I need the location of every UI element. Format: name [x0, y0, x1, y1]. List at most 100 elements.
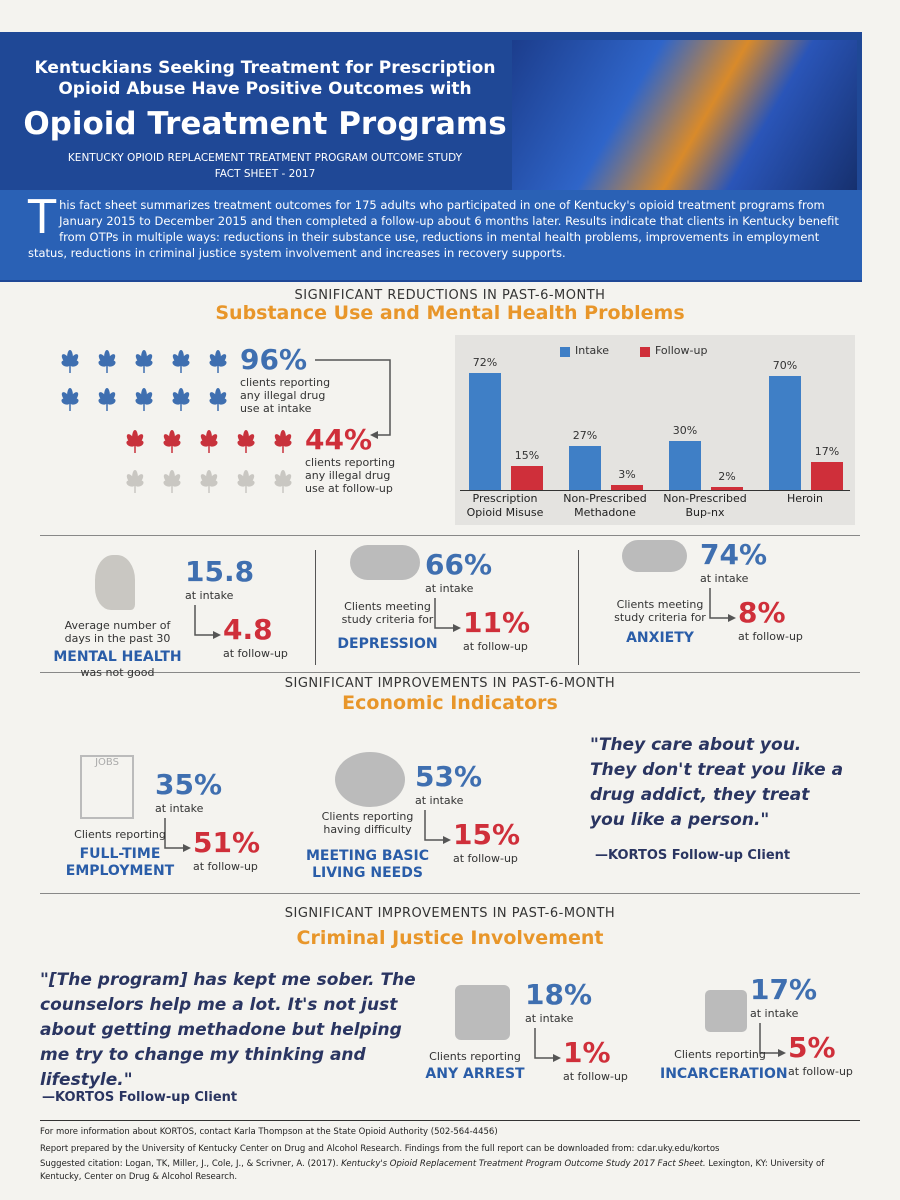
stat: 35% at intake 51% at follow-up Clients repor… [55, 770, 325, 900]
footer: For more information about KORTOS, conta… [40, 1126, 860, 1184]
intake-label: at intake [425, 582, 474, 595]
stat: 74% at intake 8% at follow-up Clients meetin… [600, 540, 870, 670]
stat: 18% at intake 1% at follow-up Clients report… [425, 980, 695, 1110]
leaflet [245, 440, 255, 447]
leaflet [69, 398, 79, 405]
leaf-icon [237, 430, 255, 453]
description: Average number of days in the past 30 [64, 619, 171, 645]
arrow-head [453, 624, 461, 632]
arrow-head [778, 1049, 786, 1057]
arrow-line [164, 818, 185, 849]
leaf-icon [98, 388, 116, 411]
section-heading: Economic Indicators [342, 692, 558, 714]
stat-note: was not good [80, 666, 155, 679]
intake-label: at intake [155, 802, 204, 815]
value-label: 3% [618, 468, 636, 482]
person-icon [455, 985, 510, 1040]
header-subtitle: KENTUCKY OPIOID REPLACEMENT TREATMENT PR… [67, 152, 463, 164]
arrow-head [183, 844, 191, 852]
stat: 17% at intake 5% at follow-up Clients report… [655, 975, 900, 1105]
arrow [434, 598, 461, 632]
leaflet [171, 440, 181, 447]
arrow-head [443, 836, 451, 844]
citation-post: Lexington, KY: University of Kentucky, C… [40, 1159, 825, 1182]
head-icon [95, 555, 135, 610]
stat-label: INCARCERATION [660, 1066, 788, 1082]
leaf-icon [172, 350, 190, 373]
leaflet [180, 398, 190, 405]
leaf-icon [209, 350, 227, 373]
divider [40, 672, 860, 673]
header-line1: Kentuckians Seeking Treatment for Prescr… [34, 58, 496, 99]
bar [711, 486, 743, 490]
followup-value: 8% [738, 596, 786, 629]
section-kicker: SIGNIFICANT IMPROVEMENTS IN PAST-6-MONTH [284, 906, 616, 921]
leaf-icon [200, 430, 218, 453]
quote: "They care about you. They don't treat y… [590, 735, 844, 830]
leaflet [245, 480, 255, 487]
x-tick-label: Prescription Opioid Misuse [466, 492, 544, 519]
leaflet [134, 440, 144, 447]
leaflet [282, 440, 292, 447]
bar-chart: Intake Follow-up 72% 15% Prescription Opioid… [455, 335, 855, 525]
divider [40, 1120, 860, 1121]
followup-label: at follow-up [563, 1070, 628, 1083]
lock-icon [705, 990, 747, 1032]
drug-intake-value: 96% [240, 343, 308, 376]
divider [40, 535, 860, 536]
leaflet [171, 480, 181, 487]
bar [811, 462, 843, 490]
leaf-icon [274, 470, 292, 493]
followup-value: 1% [563, 1036, 611, 1069]
quote: "[The program] has kept me sober. The co… [40, 970, 416, 1090]
arrow-line [534, 1028, 555, 1059]
leaf-icon [209, 388, 227, 411]
leaflet [282, 480, 292, 487]
leaflet [69, 360, 79, 367]
arrow [194, 605, 221, 639]
leaflet [134, 480, 144, 487]
stat-label: ANY ARREST [425, 1066, 525, 1082]
stat-label: ANXIETY [626, 630, 694, 646]
drug-intake-text: clients reporting any illegal drug use a… [240, 376, 331, 415]
drug-followup-value: 44% [305, 423, 373, 456]
followup-value: 15% [453, 818, 521, 851]
leaflet [217, 360, 227, 367]
x-tick-label: Heroin [786, 492, 824, 505]
quote-attribution: —KORTOS Follow-up Client [42, 1090, 238, 1105]
description: Clients meeting study criteria for [341, 600, 434, 626]
arrow-line [709, 588, 730, 619]
stat-label: MEETING BASIC LIVING NEEDS [306, 848, 429, 881]
leaf-icon [163, 470, 181, 493]
legend-label: Intake [575, 344, 610, 357]
value-label: 15% [514, 448, 540, 462]
followup-value: 11% [463, 606, 531, 639]
intake-value: 18% [525, 978, 593, 1011]
header-art [512, 40, 857, 190]
value-label: 2% [718, 469, 736, 483]
section-kicker: SIGNIFICANT IMPROVEMENTS IN PAST-6-MONTH [284, 676, 616, 691]
intake-value: 53% [415, 760, 483, 793]
leaf-icon [61, 388, 79, 411]
leaf-icon [237, 470, 255, 493]
followup-label: at follow-up [223, 647, 288, 660]
arrow [759, 1023, 786, 1057]
leaflet [208, 440, 218, 447]
arrow-line [194, 605, 215, 636]
header-subtitle2: FACT SHEET - 2017 [214, 168, 316, 180]
bar [769, 376, 801, 490]
intake-value: 66% [425, 548, 493, 581]
value-label: 27% [572, 429, 598, 443]
leaf-icon [163, 430, 181, 453]
arrow [424, 810, 451, 844]
leaflet [217, 398, 227, 405]
value-label: 30% [672, 424, 698, 438]
arrow-line [759, 1023, 780, 1054]
bar [569, 446, 601, 490]
leaf-icons [61, 350, 292, 493]
followup-label: at follow-up [788, 1065, 853, 1078]
intro-band [0, 190, 862, 280]
arrow-head [553, 1054, 561, 1062]
x-tick-label: Non-Prescribed Bup-nx [663, 492, 747, 519]
